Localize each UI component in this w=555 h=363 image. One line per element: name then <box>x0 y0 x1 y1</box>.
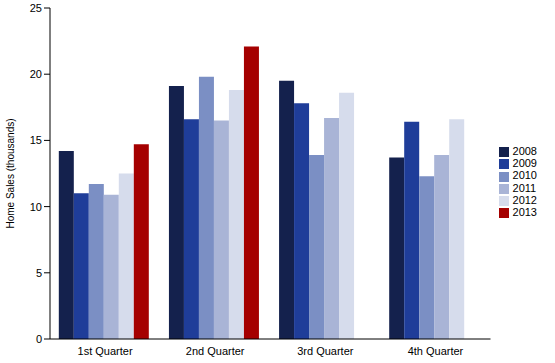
svg-text:25: 25 <box>30 2 42 14</box>
svg-text:Home Sales (thousands): Home Sales (thousands) <box>5 118 16 228</box>
svg-text:5: 5 <box>36 267 42 279</box>
svg-text:20: 20 <box>30 68 42 80</box>
html-text:2010: 2010 <box>512 169 537 182</box>
svg-text:4th Quarter: 4th Quarter <box>408 345 464 357</box>
svg-text:15: 15 <box>30 134 42 146</box>
html-text:2012: 2012 <box>512 193 537 206</box>
svg-text:3rd Quarter: 3rd Quarter <box>297 345 354 357</box>
html-text:2011: 2011 <box>512 181 537 194</box>
html-text:2013: 2013 <box>512 205 537 218</box>
svg-text:0: 0 <box>36 333 42 345</box>
html-text:2009: 2009 <box>512 157 537 170</box>
html-text:2008: 2008 <box>512 145 537 158</box>
svg-text:1st Quarter: 1st Quarter <box>78 345 133 357</box>
svg-text:10: 10 <box>30 201 42 213</box>
svg-text:2nd Quarter: 2nd Quarter <box>186 345 245 357</box>
